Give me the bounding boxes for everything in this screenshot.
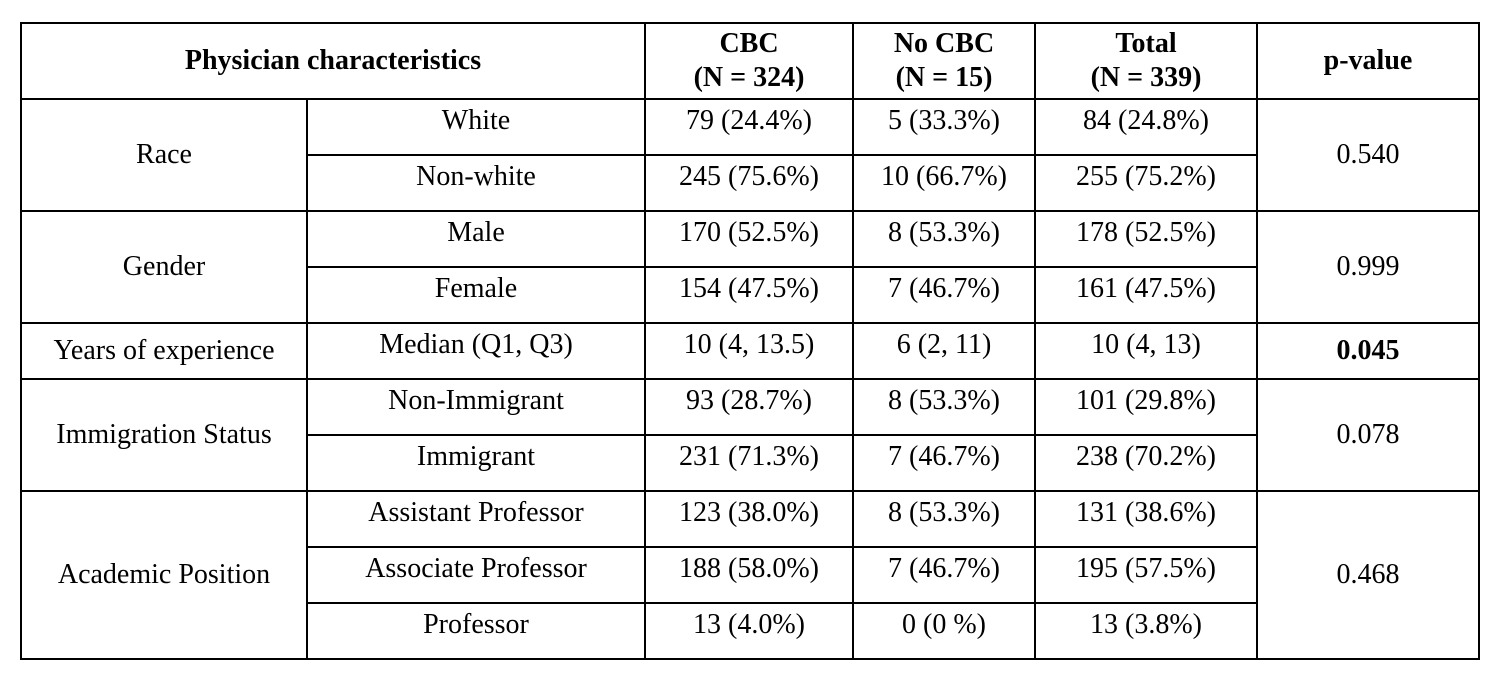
table-row: Gender Male 170 (52.5%) 8 (53.3%) 178 (52.5%… [20,210,1480,324]
no-cbc-value-cell: 7 (46.7%) [852,546,1036,604]
no-cbc-value-cell: 6 (2, 11) [852,322,1036,380]
table-body: Race White 79 (24.4%) 5 (33.3%) 84 (24.8%) 0.… [20,98,1480,660]
p-value-cell: 0.045 [1256,322,1480,380]
subcategory-cell: Associate Professor [306,546,646,604]
header-total: Total (N = 339) [1034,22,1258,100]
p-value-cell: 0.540 [1256,98,1480,212]
table-row: Race White 79 (24.4%) 5 (33.3%) 84 (24.8%) 0.… [20,98,1480,212]
characteristics-table: Physician characteristics CBC (N = 324) … [20,22,1480,660]
cbc-value-cell: 13 (4.0%) [644,602,854,660]
header-total-n: (N = 339) [1090,62,1202,93]
table-row: Immigration Status Non-Immigrant 93 (28.7%… [20,378,1480,492]
cbc-value-cell: 170 (52.5%) [644,210,854,268]
total-value-cell: 101 (29.8%) [1034,378,1258,436]
header-cbc-n: (N = 324) [693,62,805,93]
cbc-value-cell: 10 (4, 13.5) [644,322,854,380]
total-value-cell: 161 (47.5%) [1034,266,1258,324]
header-cbc: CBC (N = 324) [644,22,854,100]
cbc-value-cell: 79 (24.4%) [644,98,854,156]
total-value-cell: 10 (4, 13) [1034,322,1258,380]
group-label: Gender [20,210,308,324]
table-row: Associate Professor 188 (58.0%) 7 (46.7%) 1… [21,546,1479,604]
no-cbc-value-cell: 0 (0 %) [852,602,1036,660]
subcategory-cell: Male [306,210,646,268]
cbc-value-cell: 231 (71.3%) [644,434,854,492]
group-label: Years of experience [20,322,308,380]
header-cbc-title: CBC [719,28,779,59]
cbc-value-cell: 154 (47.5%) [644,266,854,324]
table-row: Immigrant 231 (71.3%) 7 (46.7%) 238 (70.2%) [21,434,1479,492]
no-cbc-value-cell: 7 (46.7%) [852,434,1036,492]
subcategory-cell: White [306,98,646,156]
subcategory-cell: Median (Q1, Q3) [306,322,646,380]
cbc-value-cell: 245 (75.6%) [644,154,854,212]
subcategory-cell: Non-white [306,154,646,212]
cbc-value-cell: 188 (58.0%) [644,546,854,604]
header-p-value: p-value [1256,22,1480,100]
total-value-cell: 131 (38.6%) [1034,490,1258,548]
no-cbc-value-cell: 5 (33.3%) [852,98,1036,156]
cbc-value-cell: 123 (38.0%) [644,490,854,548]
total-value-cell: 255 (75.2%) [1034,154,1258,212]
no-cbc-value-cell: 8 (53.3%) [852,210,1036,268]
total-value-cell: 13 (3.8%) [1034,602,1258,660]
subcategory-cell: Female [306,266,646,324]
p-value-cell: 0.078 [1256,378,1480,492]
total-value-cell: 84 (24.8%) [1034,98,1258,156]
no-cbc-value-cell: 7 (46.7%) [852,266,1036,324]
p-value-cell: 0.468 [1256,490,1480,660]
group-label: Immigration Status [20,378,308,492]
header-no-cbc-title: No CBC [893,28,995,59]
p-value-cell: 0.999 [1256,210,1480,324]
total-value-cell: 238 (70.2%) [1034,434,1258,492]
cbc-value-cell: 93 (28.7%) [644,378,854,436]
total-value-cell: 178 (52.5%) [1034,210,1258,268]
subcategory-cell: Non-Immigrant [306,378,646,436]
no-cbc-value-cell: 8 (53.3%) [852,378,1036,436]
subcategory-cell: Immigrant [306,434,646,492]
table-row: Female 154 (47.5%) 7 (46.7%) 161 (47.5%) [21,266,1479,324]
header-no-cbc: No CBC (N = 15) [852,22,1036,100]
table-row: Academic Position Assistant Professor 123 … [20,490,1480,660]
group-label: Academic Position [20,490,308,660]
header-total-title: Total [1115,28,1177,59]
group-label: Race [20,98,308,212]
header-no-cbc-n: (N = 15) [895,62,993,93]
total-value-cell: 195 (57.5%) [1034,546,1258,604]
header-row: Physician characteristics CBC (N = 324) … [20,22,1480,100]
table-row: Years of experience Median (Q1, Q3) 10 (4,… [20,322,1480,380]
subcategory-cell: Professor [306,602,646,660]
no-cbc-value-cell: 8 (53.3%) [852,490,1036,548]
no-cbc-value-cell: 10 (66.7%) [852,154,1036,212]
table-row: Professor 13 (4.0%) 0 (0 %) 13 (3.8%) [21,602,1479,660]
subcategory-cell: Assistant Professor [306,490,646,548]
table-row: Non-white 245 (75.6%) 10 (66.7%) 255 (75.2%… [21,154,1479,212]
header-characteristics: Physician characteristics [20,22,646,100]
